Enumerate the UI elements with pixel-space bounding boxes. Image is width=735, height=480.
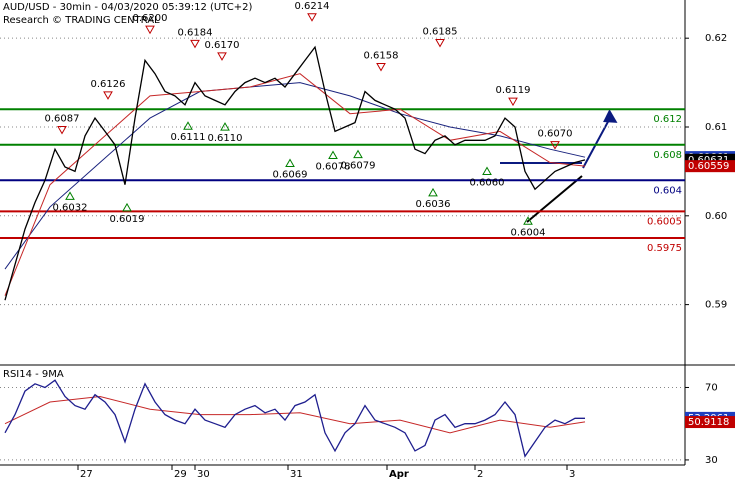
x-tick-label: 3 [569,469,575,480]
level-label: 0.5975 [647,243,682,254]
y-tick-label: 70 [705,382,718,393]
arrow-head [603,109,618,123]
x-tick-label: 27 [80,469,93,480]
pattern-marker [145,25,155,35]
pattern-marker [217,52,227,61]
pattern-marker [220,122,230,131]
marker-label: 0.6111 [171,132,206,143]
y-tick-label: 0.60 [705,211,727,222]
chart-title: AUD/USD - 30min - 04/03/2020 05:39:12 (U… [3,2,252,13]
price-badge-label: 0.60559 [688,161,729,172]
pattern-marker [523,216,533,225]
pattern-marker [376,62,386,72]
price-badge [685,160,735,173]
moving-average [4,82,586,270]
pattern-marker [307,13,317,22]
moving-average [4,73,586,296]
pattern-marker [285,158,295,168]
x-tick-label: 31 [290,469,303,480]
pattern-marker [353,149,363,159]
pattern-marker [328,150,338,160]
pattern-marker [508,97,518,107]
rsi-title: RSI14 - 9MA [3,369,64,380]
marker-label: 0.6070 [538,129,573,140]
chart-subtitle: Research © TRADING CENTRAL [3,15,160,26]
pattern-marker [428,187,438,197]
marker-label: 0.6126 [91,79,126,90]
moving-average [4,395,586,434]
pattern-marker [57,126,67,135]
marker-label: 0.6214 [295,1,330,12]
marker-label: 0.6069 [273,170,308,181]
marker-label: 0.6110 [208,133,243,144]
price-line [4,379,585,458]
marker-label: 0.6119 [496,85,531,96]
marker-label: 0.6032 [53,202,88,213]
pattern-marker [190,39,200,49]
pattern-marker [65,191,75,200]
pattern-marker [122,202,132,212]
forecast-arrow [582,117,611,169]
pattern-marker [435,39,445,48]
y-tick-label: 0.61 [705,122,727,133]
level-label: 0.6005 [647,216,682,227]
y-tick-label: 30 [705,455,718,466]
x-tick-label: 2 [477,469,483,480]
level-label: 0.612 [653,114,682,125]
marker-label: 0.6158 [364,50,399,61]
level-label: 0.604 [653,185,682,196]
marker-label: 0.6060 [470,178,505,189]
y-tick-label: 0.59 [705,300,727,311]
trend-line [526,175,583,223]
level-label: 0.608 [653,150,682,161]
price-badge-label: 50.9118 [688,417,729,428]
pattern-marker [482,166,492,176]
marker-label: 0.6036 [416,199,451,210]
y-tick-label: 0.62 [705,33,727,44]
pattern-marker [550,141,560,150]
x-tick-label: 30 [197,469,210,480]
price-line [4,45,586,301]
pattern-marker [183,121,193,130]
x-tick-label: 29 [174,469,187,480]
marker-label: 0.6185 [423,27,458,38]
marker-label: 0.6019 [110,214,145,225]
marker-label: 0.6078 [316,162,351,173]
marker-label: 0.6184 [178,27,213,38]
marker-label: 0.6200 [133,13,168,24]
price-badge [685,416,735,429]
marker-label: 0.6087 [45,114,80,125]
marker-label: 0.6170 [205,40,240,51]
x-tick-label: Apr [389,469,409,480]
marker-label: 0.6079 [341,161,376,172]
pattern-marker [103,91,113,100]
marker-label: 0.6004 [511,227,546,238]
